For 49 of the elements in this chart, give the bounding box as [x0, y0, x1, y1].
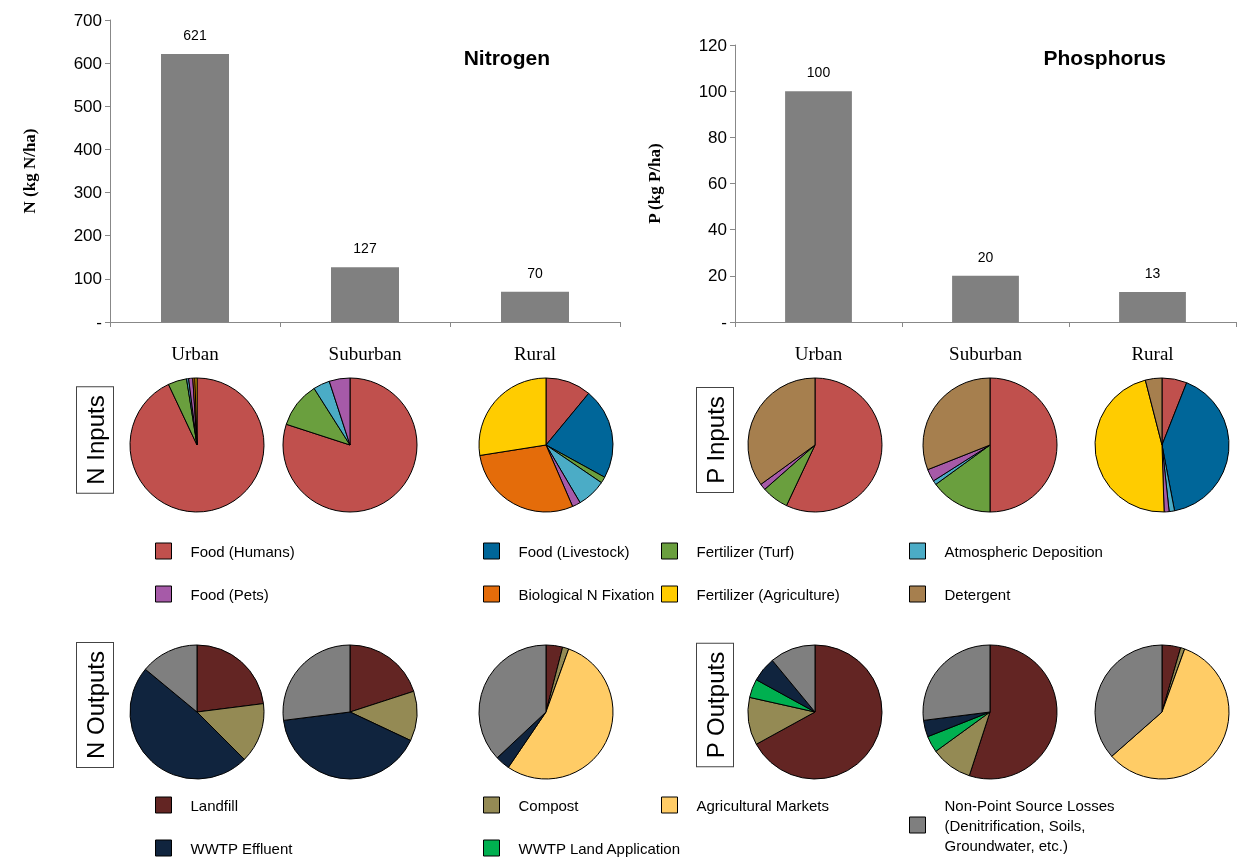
y-tick-label: 20 [708, 266, 727, 286]
text: N Inputs [81, 395, 109, 485]
text: P Inputs [701, 396, 729, 484]
chart-title: Phosphorus [1043, 46, 1167, 69]
legend-label: WWTP Effluent [190, 839, 294, 857]
y-tick-label: 80 [708, 127, 727, 147]
x-tick-label: Suburban [949, 343, 1023, 364]
y-axis-title: N (kg N/ha) [20, 128, 39, 214]
legend-label: Agricultural Markets [696, 796, 830, 814]
y-tick-label: 700 [73, 10, 102, 30]
data-label: 20 [977, 248, 994, 265]
x-tick-label: Urban [171, 343, 220, 364]
y-tick-label: 40 [708, 220, 727, 240]
y-tick-label: - [96, 312, 102, 332]
legend-label: Fertilizer (Agriculture) [696, 585, 840, 603]
text: P Outputs [701, 651, 729, 759]
legend-label: Compost [518, 796, 580, 814]
legend-label: Fertilizer (Turf) [696, 542, 795, 560]
y-tick-label: 100 [698, 81, 727, 101]
data-label: 70 [527, 264, 543, 281]
y-tick-label: 400 [73, 139, 102, 159]
x-tick-label: Rural [1131, 343, 1174, 364]
legend-label: Food (Humans) [190, 542, 295, 560]
data-label: 621 [183, 27, 207, 44]
x-tick-label: Urban [794, 343, 843, 364]
y-tick-label: 100 [73, 269, 102, 289]
text: Nitrogen [463, 46, 550, 69]
legend-label: Food (Livestock) [518, 542, 630, 560]
y-axis-title: P (kg P/ha) [645, 143, 664, 224]
y-tick-label: 500 [73, 96, 102, 116]
data-label: 13 [1144, 264, 1161, 281]
legend-label: Biological N Fixation [518, 585, 655, 603]
data-label: 127 [353, 240, 377, 257]
data-label: 100 [806, 64, 831, 81]
legend-label: Food (Pets) [190, 585, 269, 603]
legend-label: WWTP Land Application [518, 839, 680, 857]
x-tick-label: Rural [513, 343, 557, 364]
y-tick-label: 600 [73, 53, 102, 73]
y-tick-label: 120 [698, 35, 727, 55]
y-tick-label: 200 [73, 226, 102, 246]
y-tick-label: 300 [73, 183, 102, 203]
y-tick-label: - [721, 312, 727, 332]
x-tick-label: Suburban [328, 343, 402, 364]
legend-label: Non-Point Source Losses (Denitrification, Soils, Groundwater, etc.) [944, 796, 1115, 854]
text: N Outputs [81, 650, 109, 760]
y-tick-label: 60 [708, 174, 727, 193]
legend-label: Atmospheric Deposition [944, 542, 1103, 560]
legend-label: Landfill [190, 796, 239, 814]
legend-label: Detergent [944, 585, 1012, 603]
